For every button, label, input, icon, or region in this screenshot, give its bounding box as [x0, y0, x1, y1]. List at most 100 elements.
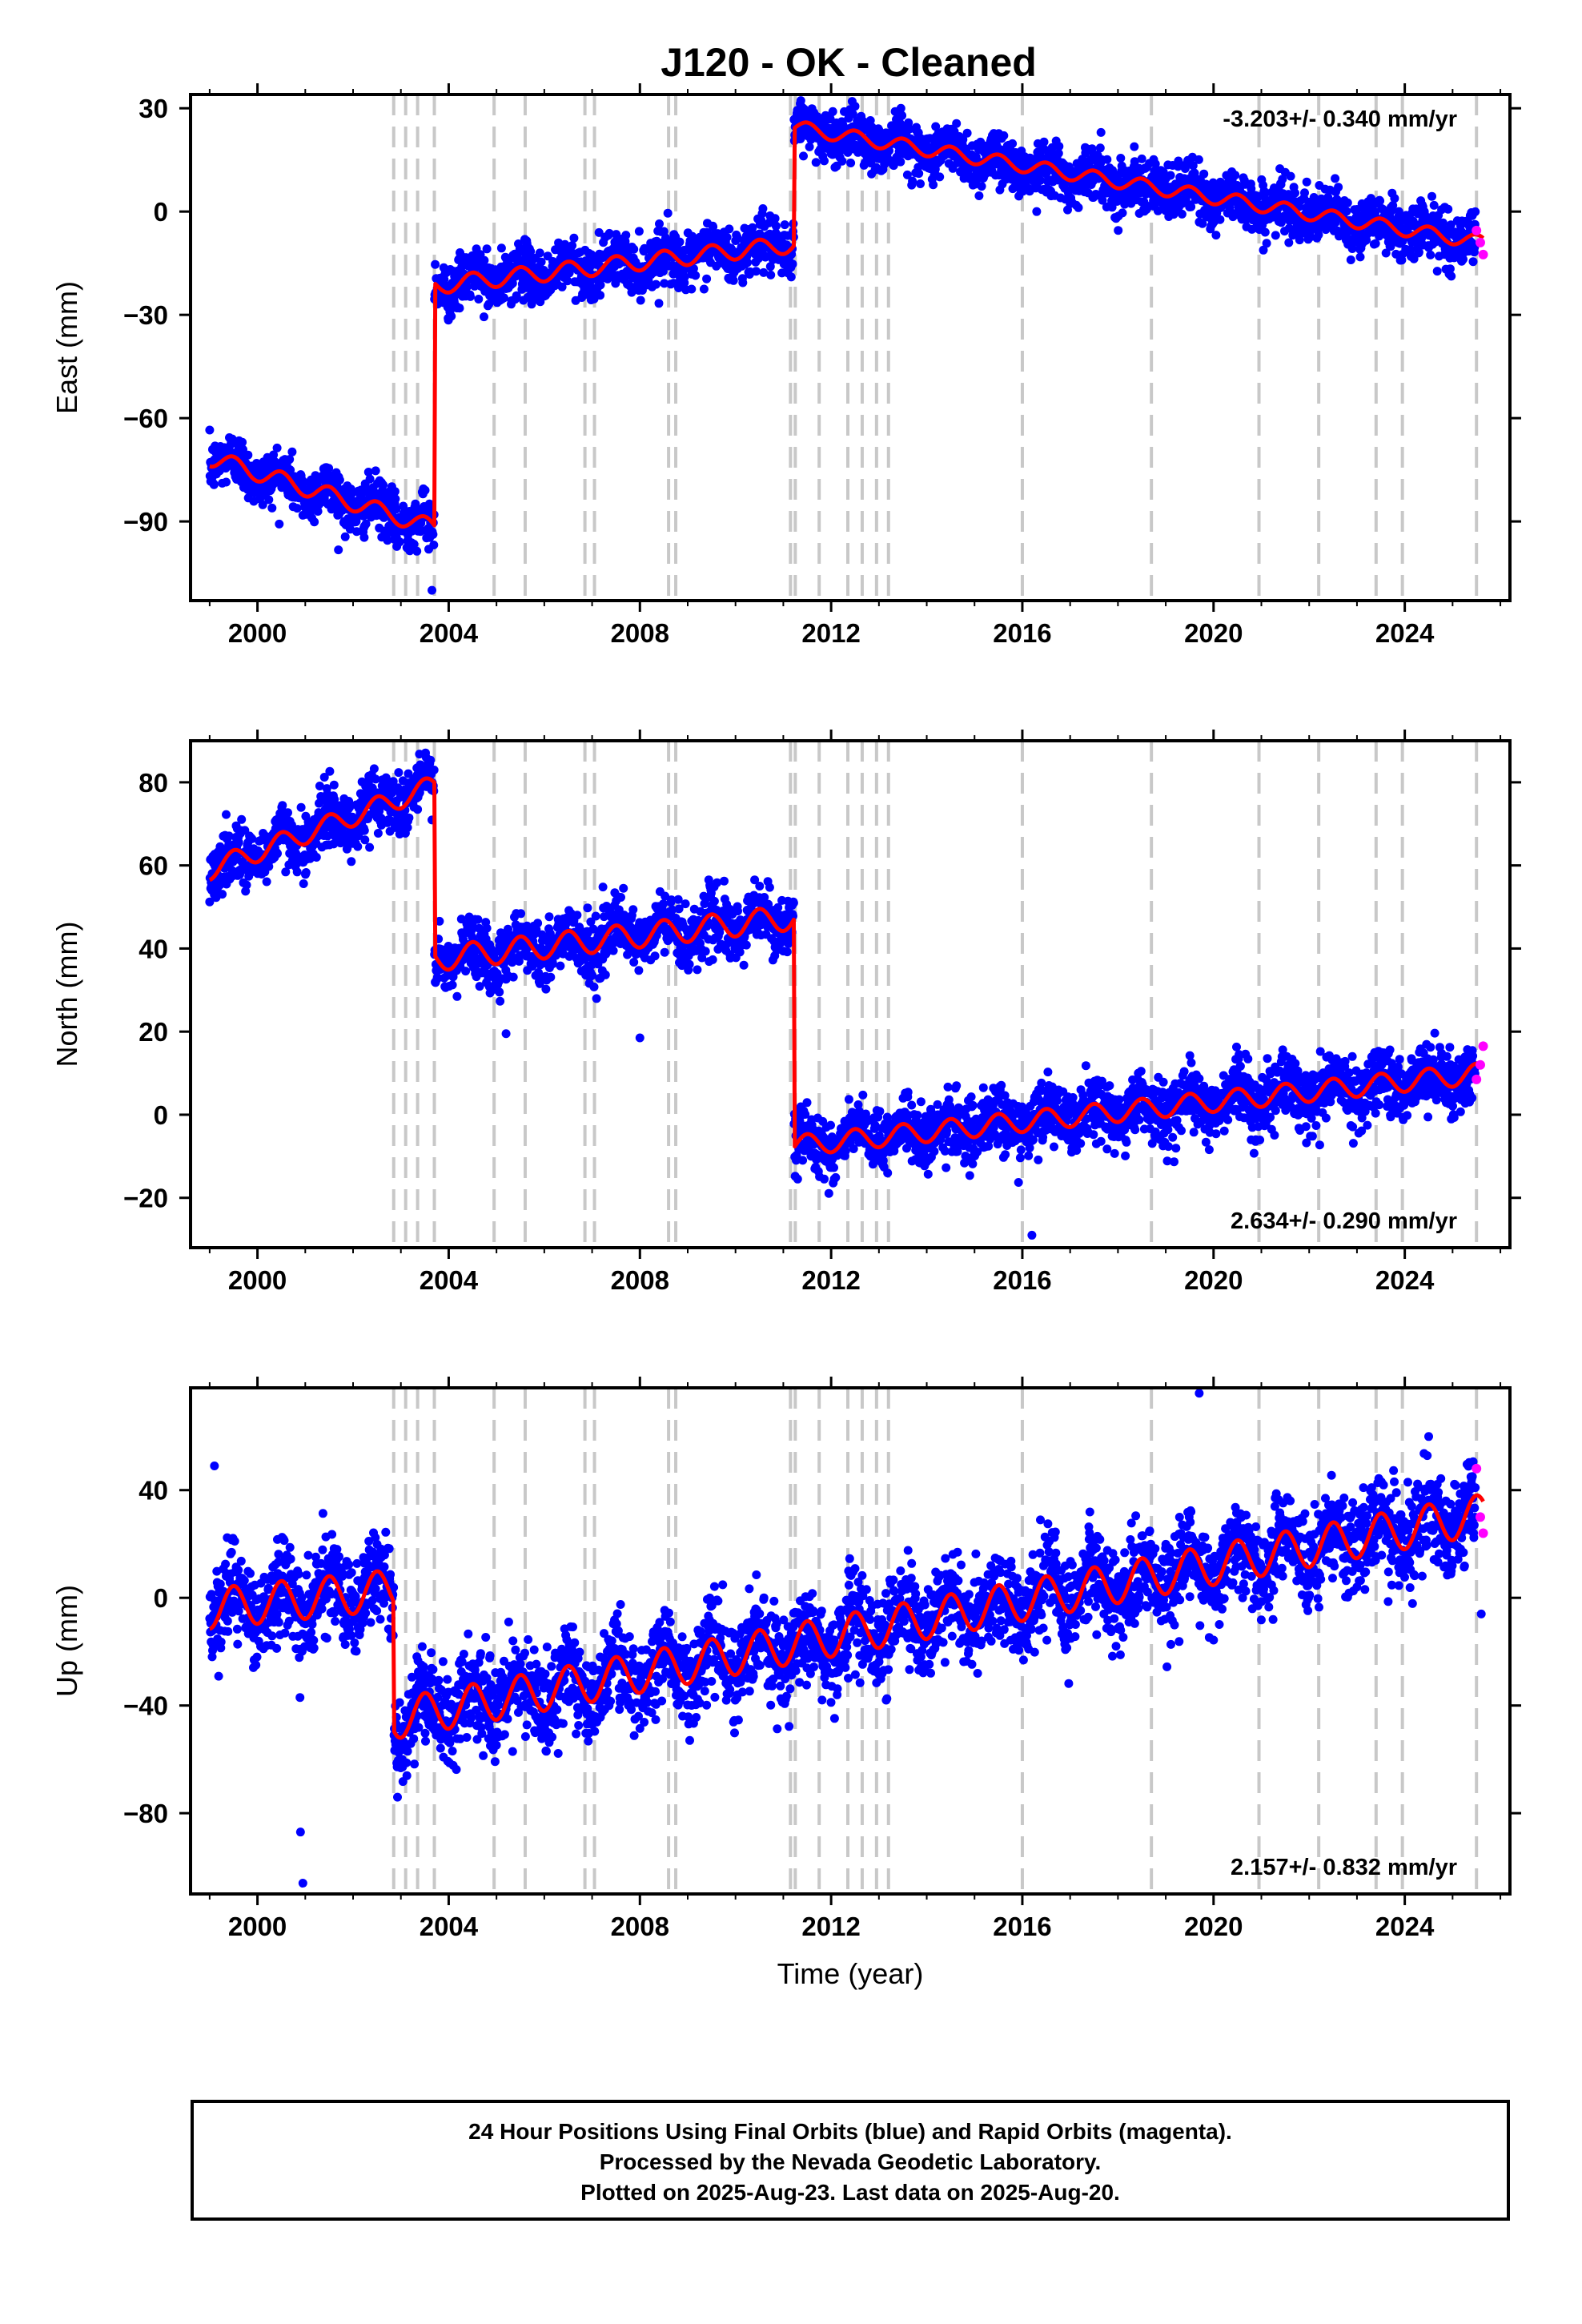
data-point — [1271, 231, 1280, 240]
data-point — [218, 890, 227, 899]
data-point — [409, 540, 419, 549]
data-point — [287, 447, 297, 456]
rapid-point — [1478, 249, 1488, 259]
data-point — [227, 434, 237, 444]
data-point — [482, 923, 492, 933]
data-point — [390, 487, 400, 497]
data-point — [1447, 271, 1456, 281]
plot-area — [205, 94, 1488, 601]
data-point — [743, 258, 753, 267]
y-tick-label: −90 — [123, 507, 168, 537]
data-point — [1215, 215, 1225, 224]
data-point — [1036, 175, 1045, 185]
data-point — [733, 231, 742, 241]
data-point — [896, 157, 905, 167]
data-point — [1355, 252, 1365, 262]
data-point — [629, 958, 639, 967]
data-point — [243, 450, 253, 460]
data-point — [591, 911, 600, 921]
data-point — [533, 919, 543, 928]
data-point — [391, 505, 401, 514]
data-point — [660, 947, 669, 957]
data-point — [796, 96, 805, 106]
data-point — [359, 533, 369, 542]
data-point — [360, 835, 370, 845]
data-point — [299, 879, 308, 888]
data-point — [340, 532, 350, 541]
data-point — [557, 282, 567, 292]
data-point — [1471, 207, 1480, 216]
data-point — [512, 291, 521, 300]
data-point — [1116, 154, 1126, 163]
data-point — [770, 214, 780, 223]
data-point — [1102, 155, 1112, 164]
data-point — [788, 259, 797, 269]
data-point — [1177, 209, 1186, 219]
data-point — [569, 233, 579, 243]
data-point — [725, 224, 734, 234]
data-point — [365, 474, 375, 484]
data-point — [269, 450, 279, 460]
data-point — [634, 966, 644, 975]
y-tick-label: 30 — [139, 94, 168, 123]
data-point — [1427, 191, 1436, 201]
data-point — [222, 810, 231, 819]
x-tick-label: 2016 — [993, 618, 1051, 648]
data-point — [334, 545, 343, 555]
data-point — [1114, 226, 1123, 235]
data-point — [931, 122, 941, 131]
x-tick-label: 2020 — [1184, 618, 1243, 648]
data-point — [1443, 204, 1453, 214]
data-point — [1346, 255, 1355, 264]
data-point — [473, 915, 483, 924]
data-point — [359, 826, 369, 835]
data-point — [820, 156, 829, 166]
data-point — [1008, 139, 1018, 148]
data-point — [301, 868, 311, 877]
data-point — [429, 541, 439, 549]
data-point — [431, 259, 440, 269]
final-orbit-points — [205, 748, 1480, 1240]
data-point — [1096, 127, 1106, 137]
data-point — [209, 480, 219, 489]
data-point — [914, 169, 924, 179]
data-point — [628, 905, 638, 915]
data-point — [500, 293, 508, 303]
data-point — [391, 494, 400, 504]
data-point — [1194, 155, 1203, 164]
x-tick-label: 2000 — [228, 618, 287, 648]
data-point — [1331, 174, 1340, 183]
data-point — [556, 961, 565, 971]
data-point — [902, 170, 912, 179]
data-point — [413, 805, 423, 814]
data-point — [526, 247, 536, 256]
data-point — [604, 228, 614, 238]
data-point — [311, 853, 321, 862]
data-point — [765, 262, 775, 271]
data-point — [1291, 188, 1299, 198]
data-point — [811, 158, 821, 167]
data-point — [1211, 231, 1221, 240]
data-point — [916, 179, 925, 188]
data-point — [361, 519, 371, 529]
data-point — [761, 252, 770, 262]
data-point — [897, 111, 907, 120]
data-point — [935, 172, 945, 182]
data-point — [267, 503, 277, 513]
rate-label: -3.203+/- 0.340 mm/yr — [1223, 107, 1457, 132]
data-point — [222, 477, 231, 487]
data-point — [242, 880, 251, 890]
data-point — [738, 278, 748, 287]
data-point — [1180, 164, 1190, 173]
plot-area — [205, 741, 1488, 1248]
data-point — [352, 527, 361, 537]
data-point — [292, 504, 302, 513]
data-point — [977, 182, 986, 191]
data-point — [1039, 137, 1049, 147]
data-point — [292, 867, 302, 877]
x-tick-label: 2004 — [420, 618, 479, 648]
data-point — [363, 468, 373, 476]
data-point — [865, 116, 875, 125]
data-point — [369, 764, 379, 774]
data-point — [805, 142, 814, 151]
